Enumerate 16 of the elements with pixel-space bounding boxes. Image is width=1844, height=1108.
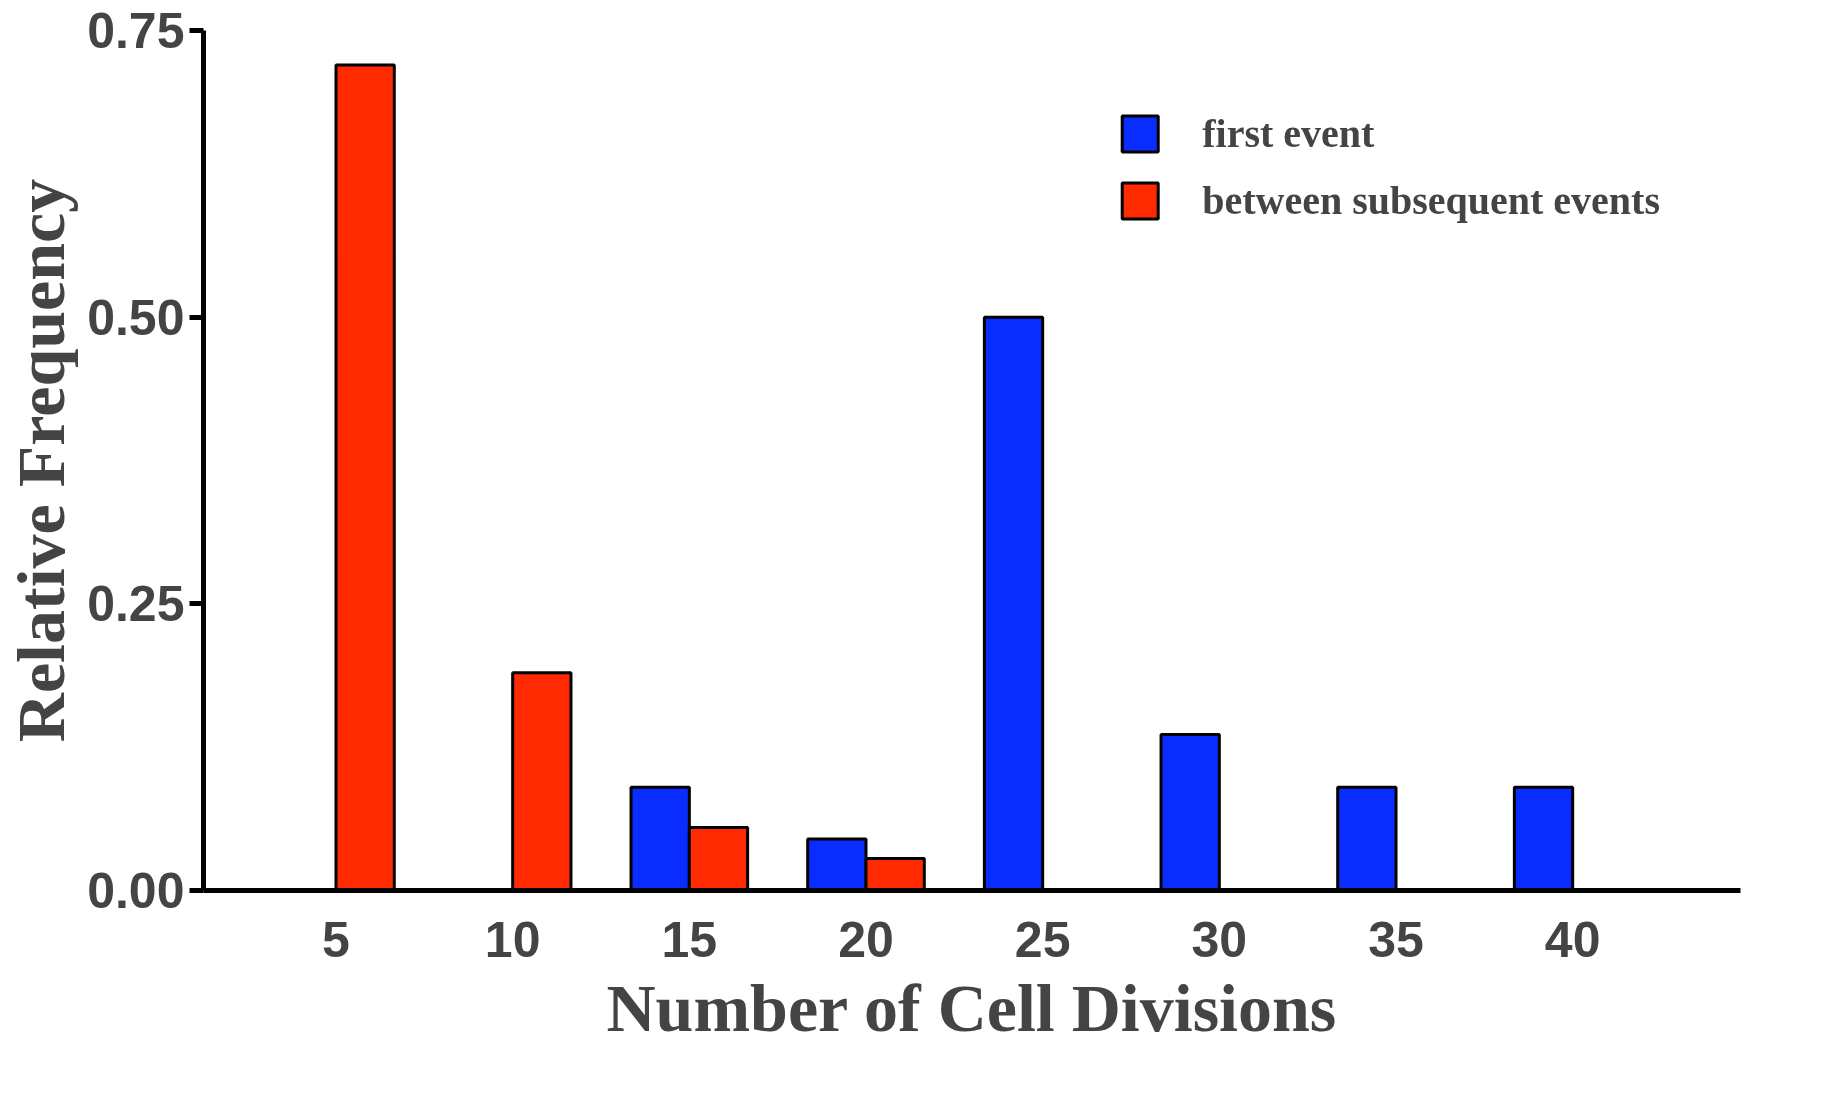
- y-axis-title: Relative Frequency: [3, 178, 80, 743]
- x-tick-label: 5: [322, 911, 350, 968]
- x-tick-label: 20: [838, 911, 894, 968]
- x-tick-label: 25: [1014, 911, 1071, 968]
- x-tick-label: 40: [1544, 911, 1601, 968]
- legend-label: between subsequent events: [1202, 177, 1660, 224]
- y-tick-label: 0.75: [87, 3, 185, 59]
- x-axis-title: Number of Cell Divisions: [606, 969, 1337, 1046]
- x-tick-label: 30: [1191, 911, 1248, 968]
- x-tick-label: 10: [484, 911, 541, 968]
- y-tick-label: 0.50: [87, 289, 185, 346]
- x-tick-label: 15: [661, 911, 718, 968]
- y-tick-label: 0.00: [87, 863, 185, 919]
- legend-label: first event: [1202, 110, 1375, 157]
- x-tick-label: 35: [1368, 911, 1424, 968]
- y-tick-label: 0.25: [87, 576, 185, 633]
